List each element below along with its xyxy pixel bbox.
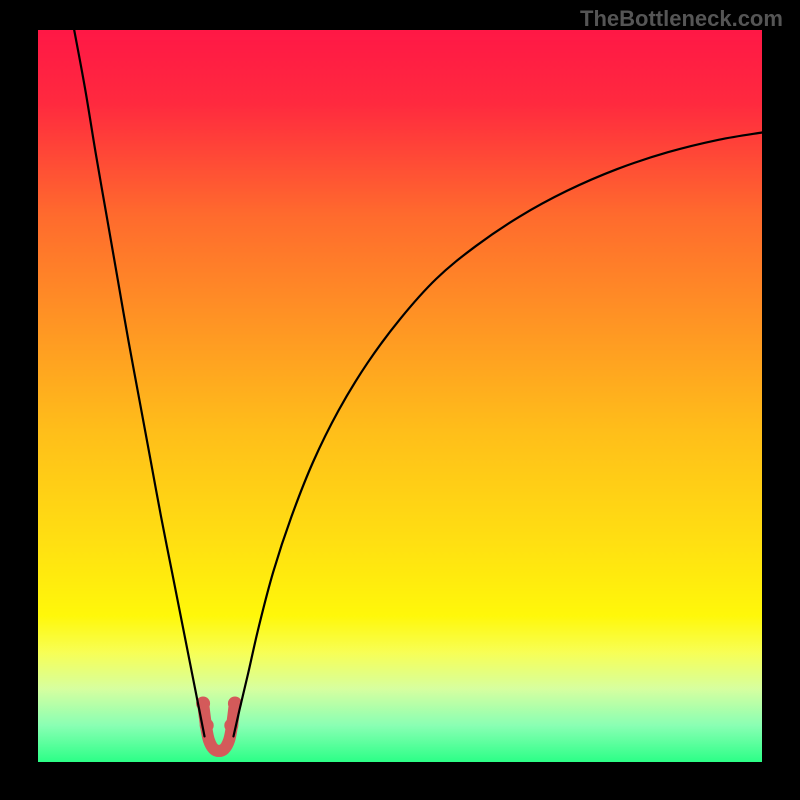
curve-right-branch	[233, 132, 762, 736]
watermark-label: TheBottleneck.com	[580, 6, 783, 32]
chart-stage: TheBottleneck.com	[0, 0, 800, 800]
chart-curve-layer	[0, 0, 800, 800]
curve-left-branch	[74, 30, 204, 736]
